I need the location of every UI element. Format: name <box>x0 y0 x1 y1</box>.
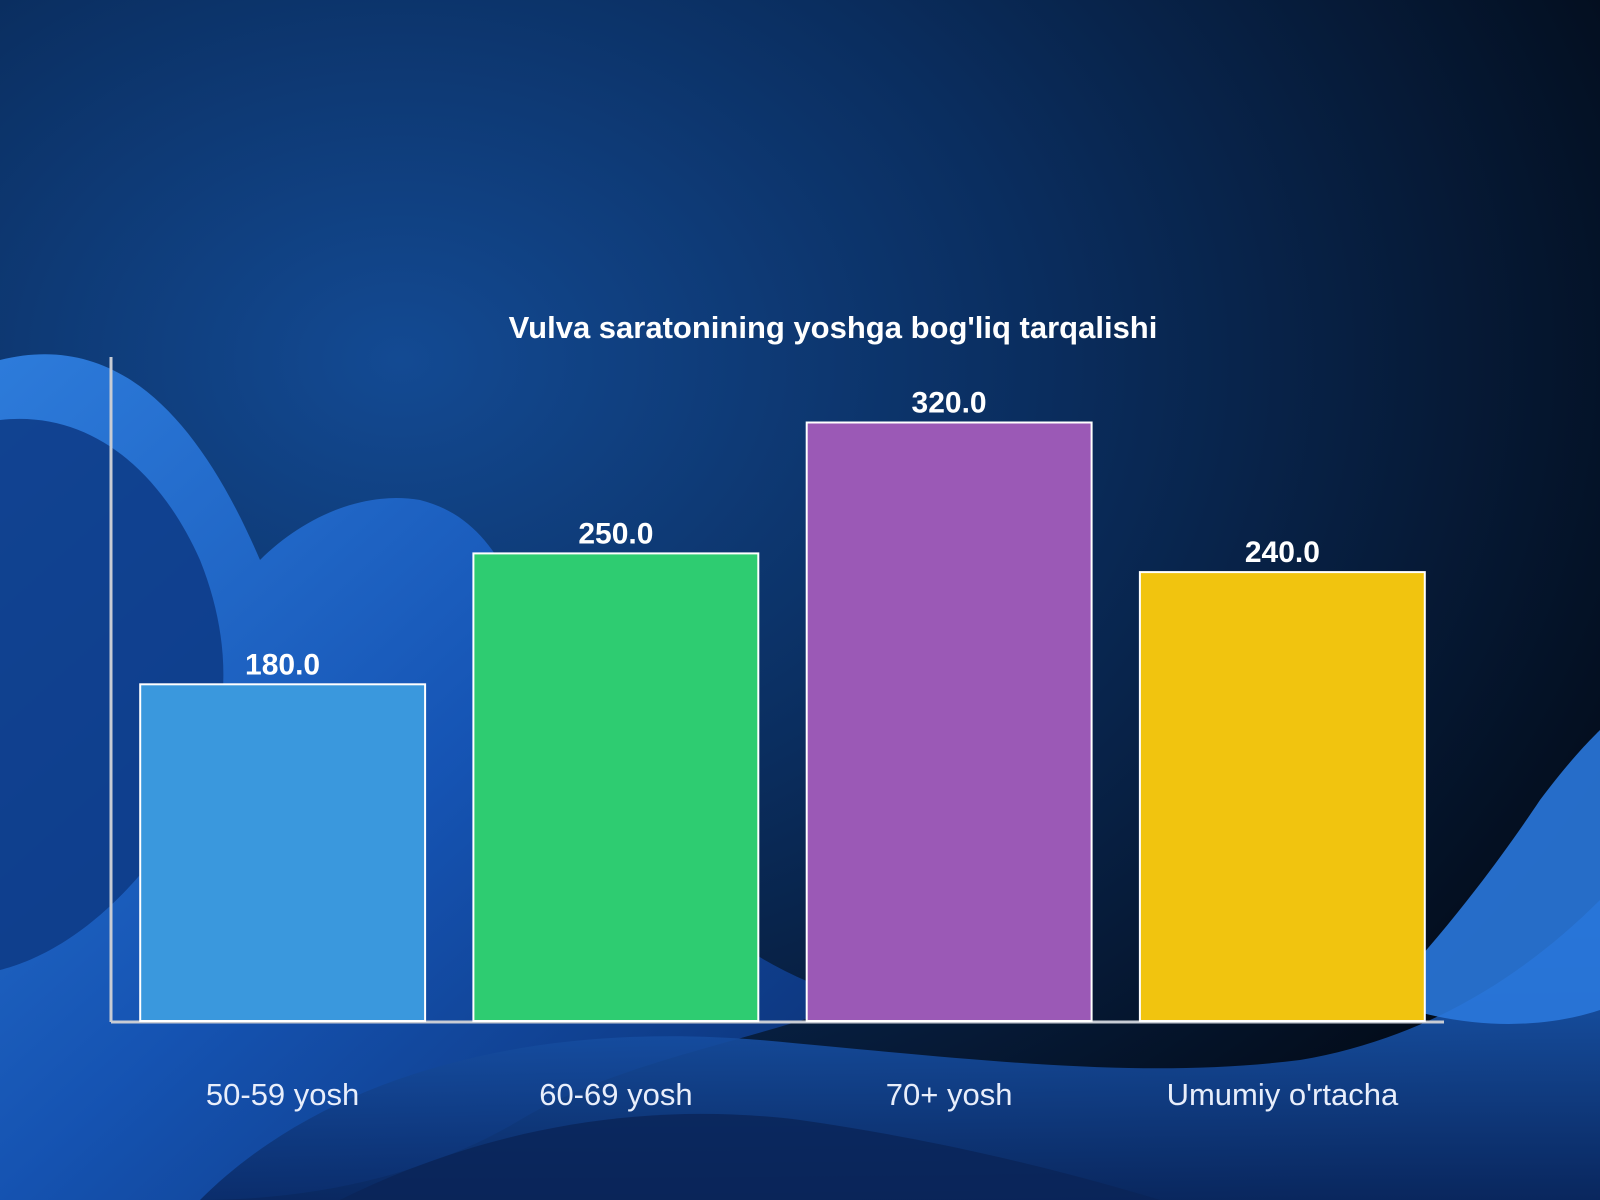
value-labels-group: 180.0 250.0 320.0 240.0 <box>245 387 1320 682</box>
bars-group <box>139 421 1426 1023</box>
chart-title: Vulva saratonining yoshga bog'liq tarqal… <box>509 310 1158 345</box>
bar-value-label: 250.0 <box>578 517 653 550</box>
category-labels-group: 50-59 yosh 60-69 yosh 70+ yosh Umumiy o'rta… <box>206 1077 1399 1112</box>
category-label: 60-69 yosh <box>539 1077 692 1112</box>
category-label: 70+ yosh <box>886 1077 1013 1112</box>
bar-value-label: 240.0 <box>1245 536 1320 569</box>
bar-value-label: 320.0 <box>912 387 987 420</box>
bar-2 <box>472 552 760 1023</box>
bar-4 <box>1138 571 1426 1022</box>
bar-1 <box>139 683 427 1022</box>
bar-value-label: 180.0 <box>245 648 320 681</box>
category-label: Umumiy o'rtacha <box>1167 1077 1399 1112</box>
category-label: 50-59 yosh <box>206 1077 359 1112</box>
bar-3 <box>805 421 1093 1022</box>
